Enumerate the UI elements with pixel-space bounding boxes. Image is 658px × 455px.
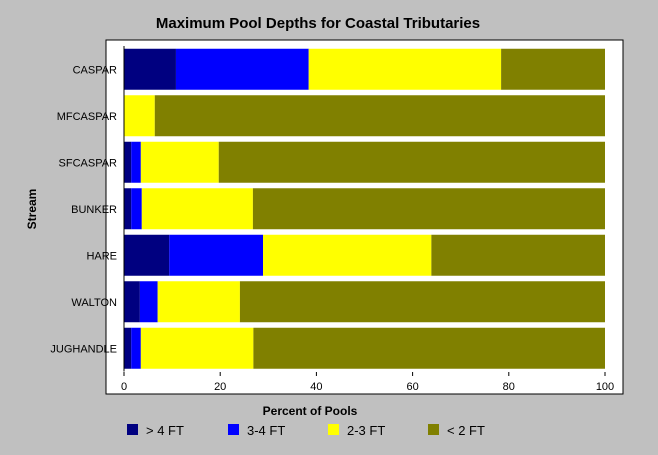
category-label: BUNKER [71,204,117,216]
x-tick-label: 20 [214,381,226,393]
category-label: SFCASPAR [59,157,118,169]
x-tick-label: 60 [406,381,418,393]
x-tick-label: 100 [596,381,614,393]
category-label: CASPAR [73,64,117,76]
legend-label: > 4 FT [146,423,184,438]
bar-walton-series-3 [239,281,605,323]
bar-hare-series-1 [169,234,264,276]
bar-walton-series-0 [124,281,140,323]
bar-bunker-series-3 [252,188,605,230]
bar-caspar-series-2 [308,48,502,90]
bar-bunker-series-2 [141,188,253,230]
category-labels: CASPAR MFCASPAR SFCASPAR BUNKER HARE WALTON JU… [50,64,117,355]
bar-sfcaspar-series-1 [131,141,141,183]
category-label: HARE [86,250,117,262]
bar-hare-series-0 [124,234,170,276]
bar-sfcaspar-series-3 [218,141,605,183]
bar-bunker-series-1 [131,188,142,230]
category-label: WALTON [71,297,117,309]
category-label: JUGHANDLE [50,343,117,355]
bar-mfcaspar-series-3 [154,95,605,137]
bar-jughandle-series-0 [124,327,132,369]
x-tick-labels: 0 20 40 60 80 100 [121,372,614,393]
x-tick-label: 40 [310,381,322,393]
bar-caspar-series-3 [501,48,605,90]
bar-jughandle-series-2 [140,327,254,369]
y-axis-title: Stream [25,189,39,230]
legend-swatch [127,424,138,435]
x-tick-label: 0 [121,381,127,393]
legend-swatch [228,424,239,435]
bar-walton-series-2 [157,281,240,323]
legend: > 4 FT 3-4 FT 2-3 FT < 2 FT [127,423,485,438]
legend-swatch [428,424,439,435]
legend-swatch [328,424,339,435]
bar-mfcaspar-series-2 [124,95,155,137]
legend-label: 2-3 FT [347,423,385,438]
bar-jughandle-series-1 [131,327,141,369]
bar-caspar-series-1 [175,48,309,90]
bar-caspar-series-0 [124,48,176,90]
bar-sfcaspar-series-0 [124,141,132,183]
bar-hare-series-2 [263,234,432,276]
legend-label: 3-4 FT [247,423,285,438]
category-label: MFCASPAR [57,111,117,123]
x-axis-title: Percent of Pools [263,404,358,418]
bar-walton-series-1 [139,281,158,323]
bar-jughandle-series-3 [253,327,606,369]
x-tick-label: 80 [503,381,515,393]
chart-title: Maximum Pool Depths for Coastal Tributar… [156,15,480,32]
legend-label: < 2 FT [447,423,485,438]
bar-sfcaspar-series-2 [140,141,219,183]
bar-hare-series-3 [431,234,605,276]
bar-bunker-series-0 [124,188,132,230]
bars-layer [123,46,606,372]
